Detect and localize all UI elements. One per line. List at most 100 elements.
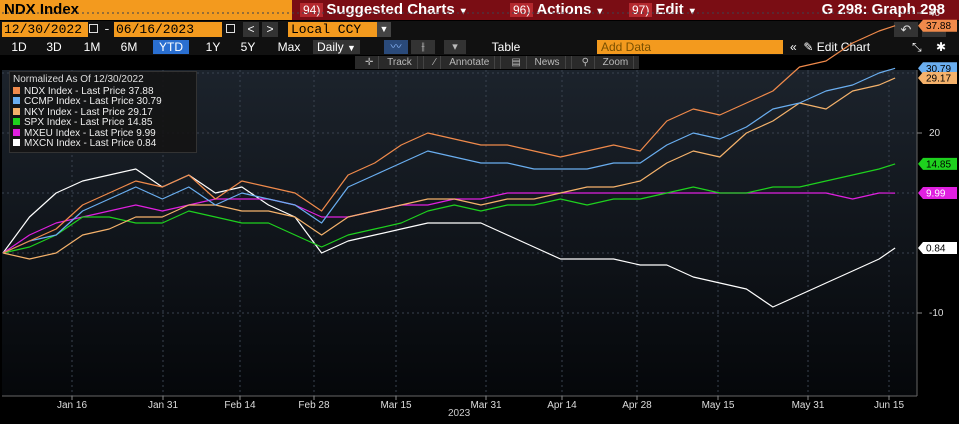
x-axis-ticks: Jan 16 Jan 31 Feb 14 Feb 28 Mar 15 Mar 31 Apr …: [57, 396, 904, 411]
period-ytd[interactable]: YTD: [153, 40, 189, 54]
track-tool[interactable]: ✛ Track: [355, 56, 424, 69]
legend-swatch: [13, 86, 20, 94]
legend-value: 29.17: [127, 106, 153, 118]
x-tick-label: Jan 31: [148, 400, 178, 411]
add-data-input[interactable]: Add Data: [597, 40, 783, 54]
pencil-icon: ∕: [429, 56, 442, 69]
legend-label: MXEU Index - Last Price: [24, 127, 134, 139]
period-1y[interactable]: 1Y: [205, 40, 221, 54]
zoom-tool[interactable]: ⚲ Zoom: [572, 56, 640, 69]
zoom-label: Zoom: [598, 56, 635, 69]
security-ticker[interactable]: NDX Index: [0, 0, 292, 20]
last-price-tag-spx: 14.85: [918, 157, 957, 170]
chevron-down-icon[interactable]: ▼: [377, 22, 391, 37]
period-5y[interactable]: 5Y: [240, 40, 256, 54]
chart-subtoolbar: ✛ Track ∕ Annotate ▤ News ⚲ Zoom: [355, 56, 640, 69]
period-1m[interactable]: 1M: [83, 40, 101, 54]
chevron-down-icon: ▼: [347, 43, 356, 53]
tag-value: 14.85: [926, 159, 951, 170]
last-price-tag-ccmp: 30.79: [918, 62, 957, 75]
y-tick-label: 20: [929, 128, 941, 139]
tag-shape: [918, 157, 957, 170]
legend-item-ndx[interactable]: NDX Index - Last Price 37.88: [13, 85, 196, 98]
x-tick-label: May 15: [702, 400, 735, 411]
edit-number: 97): [629, 3, 653, 17]
legend-heading: Normalized As Of 12/30/2022: [13, 74, 144, 85]
legend-item-mxeu[interactable]: MXEU Index - Last Price 9.99: [13, 127, 196, 140]
annotate-tool[interactable]: ∕ Annotate: [424, 56, 502, 69]
period-1d[interactable]: 1D: [11, 40, 27, 54]
last-price-tag-mxcn: 0.84: [918, 241, 957, 254]
legend-label: NKY Index - Last Price: [24, 106, 125, 118]
grid-lines: [2, 12, 917, 396]
period-toolbar: 1D 3D 1M 6M YTD 1Y 5Y Max Daily ▼ 〰 ⫲ ▾ …: [0, 39, 959, 55]
double-chevron-left-icon: «: [790, 40, 797, 54]
legend-item-mxcn[interactable]: MXCN Index - Last Price 0.84: [13, 138, 196, 150]
table-button[interactable]: Table: [491, 40, 521, 54]
end-date-field[interactable]: 06/16/2023: [114, 22, 222, 37]
y-tick-label: -10: [929, 308, 944, 319]
tag-shape: [918, 241, 957, 254]
legend[interactable]: Normalized As Of 12/30/2022 NDX Index - …: [9, 71, 197, 153]
gear-icon[interactable]: ✱: [936, 40, 947, 54]
date-toolbar: 12/30/2022 - 06/16/2023 < > Local CCY ▼ …: [0, 21, 959, 39]
x-tick-label: Feb 28: [298, 400, 330, 411]
calendar-icon[interactable]: [226, 24, 235, 33]
tag-value: 9.99: [926, 189, 946, 200]
previous-period-button[interactable]: <: [243, 22, 259, 37]
frequency-select[interactable]: Daily ▼: [313, 40, 360, 54]
legend-item-spx[interactable]: SPX Index - Last Price 14.85: [13, 117, 196, 129]
crosshair-icon: ✛: [360, 56, 380, 69]
news-label: News: [530, 56, 566, 69]
series-line-ndx: [2, 25, 896, 254]
start-date-field[interactable]: 12/30/2022: [2, 22, 88, 37]
news-tool[interactable]: ▤ News: [501, 56, 572, 69]
last-price-tag-nky: 29.17: [918, 71, 957, 84]
chevron-down-icon: ▾: [460, 6, 466, 17]
x-tick-label: Apr 28: [622, 400, 652, 411]
legend-value: 37.88: [128, 85, 154, 97]
period-max[interactable]: Max: [277, 40, 301, 54]
newspaper-icon: ▤: [506, 56, 527, 69]
legend-item-ccmp[interactable]: CCMP Index - Last Price 30.79: [13, 96, 196, 108]
tag-shape: [918, 19, 957, 32]
edit-menu[interactable]: 97) Edit ▾: [629, 0, 695, 20]
series-line-ccmp: [2, 67, 896, 254]
legend-swatch: [13, 107, 20, 115]
legend-swatch: [13, 118, 20, 125]
x-tick-label: Mar 31: [470, 400, 502, 411]
series-line-mxcn: [2, 168, 896, 308]
x-tick-label: Jun 15: [874, 400, 904, 411]
suggested-charts-menu[interactable]: 94) Suggested Charts ▾: [300, 0, 466, 20]
tag-value: 0.84: [926, 243, 946, 254]
legend-value: 30.79: [136, 96, 162, 107]
annotate-label: Annotate: [444, 56, 496, 69]
legend-value: 14.85: [127, 117, 153, 128]
calendar-icon[interactable]: [89, 24, 98, 33]
period-3d[interactable]: 3D: [46, 40, 62, 54]
legend-swatch: [13, 97, 20, 104]
last-price-tag-mxeu: 9.99: [918, 187, 957, 200]
legend-swatch: [13, 139, 20, 146]
line-chart-icon[interactable]: 〰: [384, 40, 408, 54]
currency-select[interactable]: Local CCY: [288, 22, 377, 37]
edit-chart-button[interactable]: « ✎ Edit Chart: [790, 40, 870, 54]
chevron-down-icon[interactable]: ▾: [444, 40, 466, 54]
undo-icon[interactable]: ↶: [894, 22, 918, 37]
series-line-spx: [2, 163, 896, 254]
edit-label: Edit: [655, 1, 684, 18]
resize-icon[interactable]: ⤡: [912, 40, 922, 54]
legend-item-nky[interactable]: NKY Index - Last Price 29.17: [13, 106, 196, 119]
x-tick-label: May 31: [792, 400, 825, 411]
actions-label: Actions: [536, 1, 592, 18]
tag-value: 37.88: [926, 21, 951, 32]
edit-chart-label: Edit Chart: [816, 40, 871, 54]
chevron-down-icon: ▾: [689, 6, 695, 17]
series-line-nky: [2, 77, 896, 260]
bar-chart-icon[interactable]: ⫲: [411, 40, 435, 54]
next-period-button[interactable]: >: [262, 22, 278, 37]
date-separator: -: [103, 22, 111, 37]
period-6m[interactable]: 6M: [120, 40, 138, 54]
